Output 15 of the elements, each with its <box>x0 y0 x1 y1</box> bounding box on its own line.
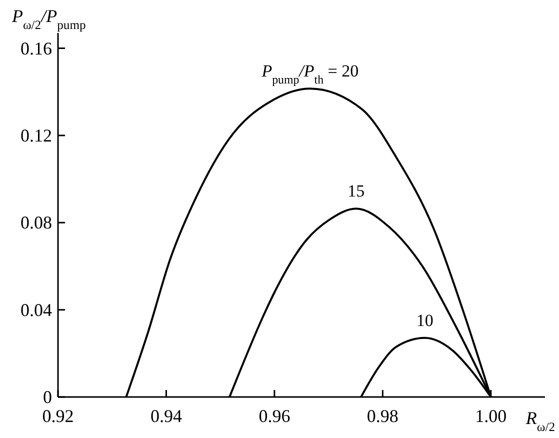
series-label: 10 <box>416 310 434 330</box>
x-axis-title: R$_{ω/2}$ <box>524 408 555 434</box>
y-tick-label: 0.12 <box>20 125 52 146</box>
y-tick-label: 0.16 <box>20 38 52 58</box>
y-tick-label: 0 <box>43 387 52 407</box>
x-tick-label: 0.92 <box>42 406 74 426</box>
series-label: 15 <box>348 182 365 201</box>
y-axis-title: P$_{ω/2}$/P$_{pump}$ <box>11 6 86 32</box>
x-tick-label: 0.96 <box>258 406 290 426</box>
x-tick-label: 0.94 <box>150 406 182 426</box>
x-tick-label: 0.98 <box>366 406 398 426</box>
series-label: P$_{pump}$/P$_{th}$ = 20 <box>260 62 359 87</box>
y-tick-label: 0.04 <box>20 300 52 320</box>
y-tick-label: 0.08 <box>20 212 52 233</box>
x-tick-label: 1.00 <box>475 406 507 426</box>
